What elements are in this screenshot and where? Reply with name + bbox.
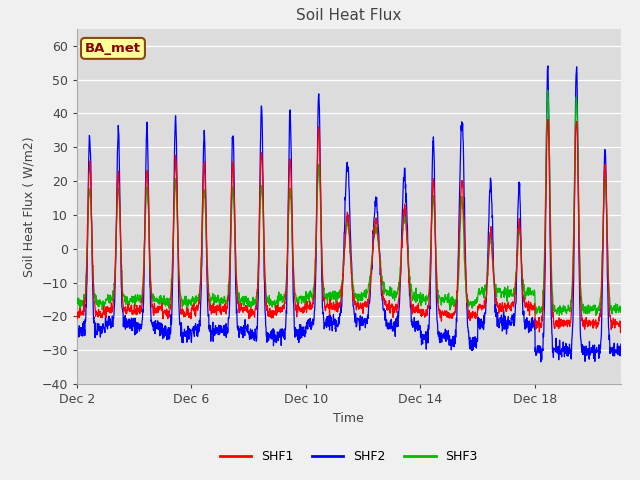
SHF3 bbox=[213, 300, 221, 305]
SHF2 bbox=[324, 322, 332, 328]
SHF3 bbox=[607, 307, 614, 313]
SHF3 bbox=[324, 293, 332, 299]
SHF2 bbox=[92, 320, 99, 326]
Text: BA_met: BA_met bbox=[85, 42, 141, 55]
SHF2 bbox=[607, 345, 614, 350]
SHF2 bbox=[213, 328, 221, 334]
SHF3 bbox=[380, 291, 388, 297]
Line: SHF1: SHF1 bbox=[77, 120, 621, 333]
SHF2 bbox=[617, 341, 625, 347]
X-axis label: Time: Time bbox=[333, 411, 364, 425]
SHF1 bbox=[606, 313, 614, 319]
SHF3 bbox=[544, 87, 552, 93]
SHF2 bbox=[380, 308, 388, 313]
SHF1 bbox=[544, 117, 552, 122]
SHF2 bbox=[73, 320, 81, 326]
Line: SHF2: SHF2 bbox=[77, 66, 621, 362]
SHF1 bbox=[617, 324, 625, 330]
SHF1 bbox=[524, 304, 531, 310]
SHF3 bbox=[617, 310, 625, 315]
SHF2 bbox=[524, 323, 531, 328]
SHF1 bbox=[213, 305, 221, 311]
SHF1 bbox=[92, 314, 99, 320]
SHF2 bbox=[544, 63, 552, 69]
SHF1 bbox=[324, 304, 332, 310]
SHF3 bbox=[92, 300, 99, 305]
Line: SHF3: SHF3 bbox=[77, 90, 621, 316]
Y-axis label: Soil Heat Flux ( W/m2): Soil Heat Flux ( W/m2) bbox=[23, 136, 36, 276]
SHF1 bbox=[617, 330, 625, 336]
SHF1 bbox=[73, 312, 81, 318]
SHF3 bbox=[556, 313, 563, 319]
SHF2 bbox=[537, 359, 545, 365]
SHF3 bbox=[73, 299, 81, 305]
Title: Soil Heat Flux: Soil Heat Flux bbox=[296, 9, 401, 24]
SHF1 bbox=[380, 297, 388, 303]
Legend: SHF1, SHF2, SHF3: SHF1, SHF2, SHF3 bbox=[214, 445, 483, 468]
SHF3 bbox=[524, 292, 531, 298]
